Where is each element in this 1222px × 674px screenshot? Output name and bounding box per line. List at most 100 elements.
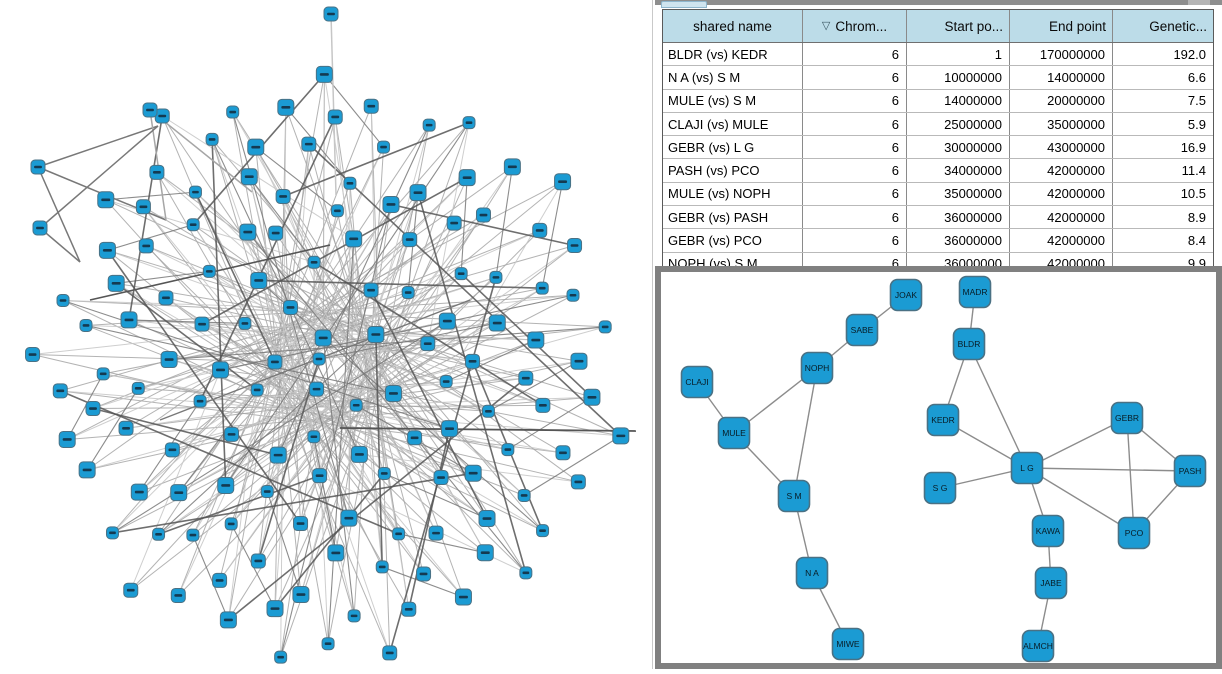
- network-node[interactable]: [57, 295, 69, 307]
- table-cell[interactable]: 20000000: [1010, 90, 1113, 112]
- network-node-miwe[interactable]: MIWE: [833, 629, 864, 660]
- network-node[interactable]: [439, 313, 455, 329]
- network-node[interactable]: [227, 106, 239, 118]
- network-node[interactable]: [421, 337, 435, 351]
- network-node[interactable]: [98, 192, 114, 208]
- network-node[interactable]: [59, 431, 75, 447]
- table-cell[interactable]: 42000000: [1010, 206, 1113, 228]
- network-node[interactable]: [187, 529, 199, 541]
- network-node[interactable]: [533, 223, 547, 237]
- network-node[interactable]: [171, 588, 185, 602]
- table-cell[interactable]: GEBR (vs) PASH: [663, 206, 803, 228]
- filter-icon[interactable]: ▽: [822, 21, 830, 32]
- network-node[interactable]: [346, 231, 362, 247]
- network-node[interactable]: [434, 471, 448, 485]
- network-node[interactable]: [278, 99, 294, 115]
- column-header-end-point[interactable]: End point: [1010, 10, 1113, 42]
- network-node[interactable]: [344, 177, 356, 189]
- network-node[interactable]: [143, 103, 157, 117]
- network-node[interactable]: [368, 326, 384, 342]
- network-node[interactable]: [150, 165, 164, 179]
- table-cell[interactable]: MULE (vs) S M: [663, 90, 803, 112]
- network-node[interactable]: [350, 399, 362, 411]
- network-node[interactable]: [33, 221, 47, 235]
- network-node[interactable]: [161, 352, 177, 368]
- table-cell[interactable]: 36000000: [907, 229, 1010, 251]
- network-node[interactable]: [528, 332, 544, 348]
- table-cell[interactable]: 42000000: [1010, 229, 1113, 251]
- network-node[interactable]: [267, 601, 283, 617]
- table-cell[interactable]: 34000000: [907, 159, 1010, 181]
- network-node[interactable]: [393, 528, 405, 540]
- table-cell[interactable]: 35000000: [1010, 113, 1113, 135]
- network-node[interactable]: [465, 465, 481, 481]
- network-node[interactable]: [378, 467, 390, 479]
- network-node-joak[interactable]: JOAK: [891, 280, 922, 311]
- network-node[interactable]: [153, 528, 165, 540]
- table-cell[interactable]: 14000000: [1010, 66, 1113, 88]
- network-node[interactable]: [294, 517, 308, 531]
- table-cell[interactable]: 192.0: [1113, 43, 1213, 65]
- network-node[interactable]: [348, 610, 360, 622]
- network-node[interactable]: [322, 638, 334, 650]
- table-cell[interactable]: 5.9: [1113, 113, 1213, 135]
- network-node[interactable]: [194, 395, 206, 407]
- network-node[interactable]: [477, 545, 493, 561]
- network-node-n-a[interactable]: N A: [797, 558, 828, 589]
- network-node[interactable]: [364, 99, 378, 113]
- network-node[interactable]: [504, 159, 520, 175]
- network-node[interactable]: [136, 200, 150, 214]
- network-node[interactable]: [447, 216, 461, 230]
- network-node[interactable]: [121, 312, 137, 328]
- network-node[interactable]: [302, 137, 316, 151]
- network-node[interactable]: [571, 475, 585, 489]
- network-node[interactable]: [584, 389, 600, 405]
- table-cell[interactable]: 6.6: [1113, 66, 1213, 88]
- network-node[interactable]: [440, 376, 452, 388]
- network-node[interactable]: [275, 651, 287, 663]
- table-cell[interactable]: GEBR (vs) L G: [663, 136, 803, 158]
- table-cell[interactable]: 10000000: [907, 66, 1010, 88]
- network-node-mule[interactable]: MULE: [719, 418, 750, 449]
- network-node[interactable]: [124, 583, 138, 597]
- network-node-l-g[interactable]: L G: [1012, 453, 1043, 484]
- network-node[interactable]: [225, 427, 239, 441]
- network-node-gebr[interactable]: GEBR: [1112, 403, 1143, 434]
- table-cell[interactable]: MULE (vs) NOPH: [663, 183, 803, 205]
- network-node[interactable]: [568, 239, 582, 253]
- network-node[interactable]: [293, 587, 309, 603]
- network-node[interactable]: [315, 330, 331, 346]
- network-node[interactable]: [376, 561, 388, 573]
- network-node-kedr[interactable]: KEDR: [928, 405, 959, 436]
- network-node[interactable]: [402, 287, 414, 299]
- network-node[interactable]: [308, 256, 320, 268]
- network-node[interactable]: [331, 205, 343, 217]
- network-node[interactable]: [139, 239, 153, 253]
- network-node[interactable]: [556, 446, 570, 460]
- network-node[interactable]: [490, 271, 502, 283]
- table-cell[interactable]: 7.5: [1113, 90, 1213, 112]
- table-cell[interactable]: 1: [907, 43, 1010, 65]
- network-node[interactable]: [97, 368, 109, 380]
- network-node[interactable]: [80, 319, 92, 331]
- table-cell[interactable]: 10.5: [1113, 183, 1213, 205]
- table-cell[interactable]: 6: [803, 43, 907, 65]
- network-node[interactable]: [351, 446, 367, 462]
- network-node[interactable]: [599, 321, 611, 333]
- network-node[interactable]: [251, 384, 263, 396]
- network-node-s-m[interactable]: S M: [779, 481, 810, 512]
- table-cell[interactable]: N A (vs) S M: [663, 66, 803, 88]
- network-node[interactable]: [171, 485, 187, 501]
- network-node[interactable]: [403, 233, 417, 247]
- network-node[interactable]: [308, 431, 320, 443]
- network-node[interactable]: [220, 612, 236, 628]
- network-node[interactable]: [276, 189, 290, 203]
- network-node[interactable]: [189, 186, 201, 198]
- network-node[interactable]: [476, 208, 490, 222]
- network-node[interactable]: [410, 185, 426, 201]
- table-tab-stub[interactable]: [661, 1, 707, 8]
- network-node[interactable]: [240, 224, 256, 240]
